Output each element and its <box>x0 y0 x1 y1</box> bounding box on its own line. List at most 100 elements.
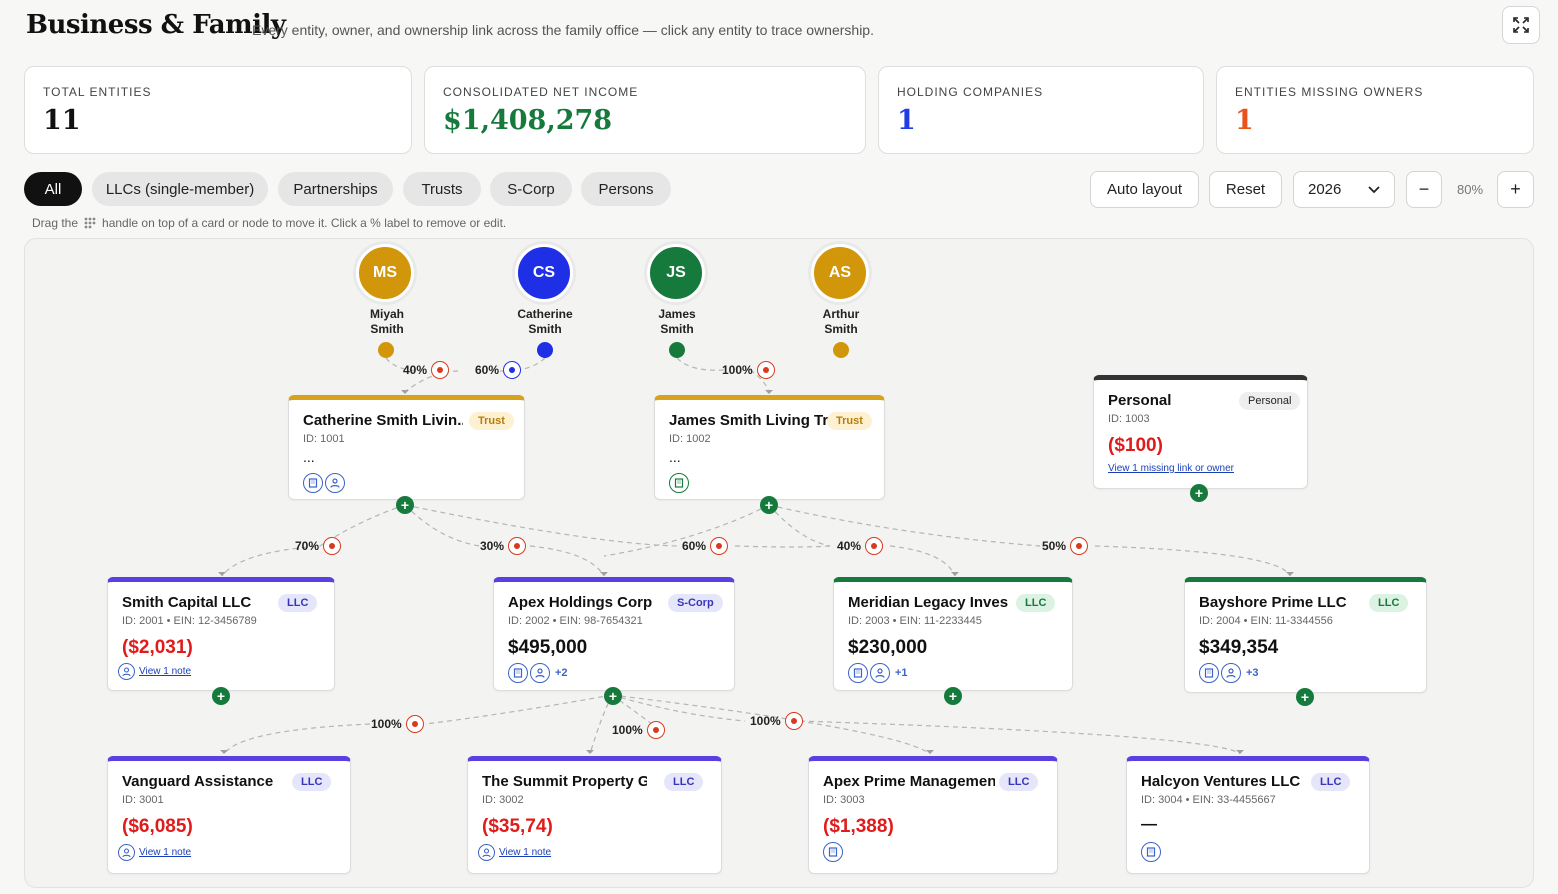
filter-llcs[interactable]: LLCs (single-member) <box>92 172 268 206</box>
add-child-button[interactable]: + <box>212 687 230 705</box>
missing-link-link[interactable]: View 1 missing link or owner <box>1108 463 1234 474</box>
filter-persons[interactable]: Persons <box>581 172 671 206</box>
entity-card-personal[interactable]: Personal Personal ID: 1003 ($100) View 1… <box>1093 375 1308 489</box>
entity-type-badge: LLC <box>999 773 1039 791</box>
hint-text-before: Drag the <box>32 216 79 230</box>
ownership-pct-label[interactable]: 100% <box>371 715 424 733</box>
person-node-catherine[interactable]: CS <box>515 244 573 302</box>
entity-amount: $349,354 <box>1199 637 1279 658</box>
entity-card-smith-capital[interactable]: Smith Capital LLC LLC ID: 2001 • EIN: 12… <box>107 577 335 691</box>
entity-card-meridian[interactable]: Meridian Legacy Inves... LLC ID: 2003 • … <box>833 577 1073 691</box>
expand-button[interactable] <box>1502 6 1540 44</box>
building-icon[interactable] <box>508 663 528 683</box>
building-icon[interactable] <box>848 663 868 683</box>
add-child-button[interactable]: + <box>1190 484 1208 502</box>
entity-card-vanguard[interactable]: Vanguard Assistance ... LLC ID: 3001 ($6… <box>107 756 351 874</box>
view-note-link[interactable]: View 1 note <box>139 666 192 677</box>
entity-name: Meridian Legacy Inves... <box>848 594 1008 611</box>
avatar: MS <box>356 244 414 302</box>
entity-amount: $495,000 <box>508 637 588 658</box>
target-icon <box>784 712 803 730</box>
person-icon <box>118 663 135 680</box>
pct-value: 50% <box>1042 539 1067 553</box>
building-icon[interactable] <box>303 473 323 493</box>
add-child-button[interactable]: + <box>604 687 622 705</box>
entity-card-summit[interactable]: The Summit Property G... LLC ID: 3002 ($… <box>467 756 722 874</box>
owner-icons <box>1141 842 1355 862</box>
stat-value: 11 <box>43 105 81 136</box>
person-first-name: Arthur <box>822 307 860 321</box>
more-owners-count[interactable]: +1 <box>895 667 908 679</box>
more-owners-count[interactable]: +2 <box>555 667 568 679</box>
entity-name: Smith Capital LLC <box>122 594 252 611</box>
entity-value: ... <box>303 449 315 465</box>
stat-label: CONSOLIDATED NET INCOME <box>443 85 639 99</box>
entity-card-halcyon[interactable]: Halcyon Ventures LLC LLC ID: 3004 • EIN:… <box>1126 756 1370 874</box>
ownership-pct-label[interactable]: 60% <box>682 537 729 555</box>
person-icon[interactable] <box>530 663 550 683</box>
stat-missing-owners: ENTITIES MISSING OWNERS 1 <box>1216 66 1534 154</box>
entity-id: ID: 3001 <box>122 794 164 806</box>
connector-dot[interactable] <box>378 342 394 358</box>
filter-scorp[interactable]: S-Corp <box>490 172 572 206</box>
connector-dot[interactable] <box>833 342 849 358</box>
view-note-link[interactable]: View 1 note <box>499 847 552 858</box>
drag-hint: Drag the handle on top of a card or node… <box>32 216 506 230</box>
entity-card-trust-1001[interactable]: Catherine Smith Livin... Trust ID: 1001 … <box>288 395 525 500</box>
year-select[interactable]: 2026 <box>1293 171 1395 208</box>
person-name: Catherine Smith <box>505 307 585 337</box>
entity-type-badge: LLC <box>1369 594 1409 612</box>
person-node-james[interactable]: JS <box>647 244 705 302</box>
entity-card-bayshore[interactable]: Bayshore Prime LLC LLC ID: 2004 • EIN: 1… <box>1184 577 1427 693</box>
building-icon[interactable] <box>669 473 689 493</box>
expand-icon <box>1513 17 1529 33</box>
person-node-miyah[interactable]: MS <box>356 244 414 302</box>
ownership-pct-label[interactable]: 50% <box>1042 537 1089 555</box>
entity-type-badge: S-Corp <box>668 594 723 612</box>
entity-name: Bayshore Prime LLC <box>1199 594 1347 611</box>
zoom-out-button[interactable]: − <box>1406 171 1442 208</box>
reset-button[interactable]: Reset <box>1209 171 1282 208</box>
target-icon <box>865 537 884 555</box>
entity-type-badge: Trust <box>827 412 872 430</box>
filter-partnerships[interactable]: Partnerships <box>278 172 393 206</box>
drag-handle-icon <box>84 217 96 229</box>
add-child-button[interactable]: + <box>1296 688 1314 706</box>
entity-card-apex-prime[interactable]: Apex Prime Management... LLC ID: 3003 ($… <box>808 756 1058 874</box>
ownership-pct-label[interactable]: 100% <box>722 361 775 379</box>
stat-total-entities: TOTAL ENTITIES 11 <box>24 66 412 154</box>
entity-card-trust-1002[interactable]: James Smith Living Tr... Trust ID: 1002 … <box>654 395 885 500</box>
ownership-pct-label[interactable]: 30% <box>480 537 527 555</box>
person-icon[interactable] <box>1221 663 1241 683</box>
zoom-in-button[interactable]: + <box>1497 171 1534 208</box>
pct-value: 60% <box>682 539 707 553</box>
person-icon[interactable] <box>870 663 890 683</box>
ownership-pct-label[interactable]: 70% <box>295 537 342 555</box>
ownership-pct-label[interactable]: 60% <box>475 361 522 379</box>
add-child-button[interactable]: + <box>760 496 778 514</box>
connector-dot[interactable] <box>537 342 553 358</box>
auto-layout-button[interactable]: Auto layout <box>1090 171 1199 208</box>
entity-card-apex-holdings[interactable]: Apex Holdings Corp S-Corp ID: 2002 • EIN… <box>493 577 735 691</box>
target-icon <box>503 361 522 379</box>
ownership-pct-label[interactable]: 40% <box>837 537 884 555</box>
ownership-pct-label[interactable]: 100% <box>612 721 665 739</box>
person-node-arthur[interactable]: AS <box>811 244 869 302</box>
add-child-button[interactable]: + <box>944 687 962 705</box>
target-icon <box>1070 537 1089 555</box>
zoom-level: 80% <box>1456 182 1484 197</box>
filter-all[interactable]: All <box>24 172 82 206</box>
entity-type-badge: Personal <box>1239 392 1301 410</box>
connector-dot[interactable] <box>669 342 685 358</box>
building-icon[interactable] <box>823 842 843 862</box>
more-owners-count[interactable]: +3 <box>1246 667 1259 679</box>
building-icon[interactable] <box>1199 663 1219 683</box>
view-note-link[interactable]: View 1 note <box>139 847 192 858</box>
filter-trusts[interactable]: Trusts <box>403 172 481 206</box>
building-icon[interactable] <box>1141 842 1161 862</box>
person-first-name: Catherine <box>517 307 573 321</box>
ownership-pct-label[interactable]: 40% <box>403 361 450 379</box>
person-icon[interactable] <box>325 473 345 493</box>
add-child-button[interactable]: + <box>396 496 414 514</box>
ownership-pct-label[interactable]: 100% <box>750 712 803 730</box>
